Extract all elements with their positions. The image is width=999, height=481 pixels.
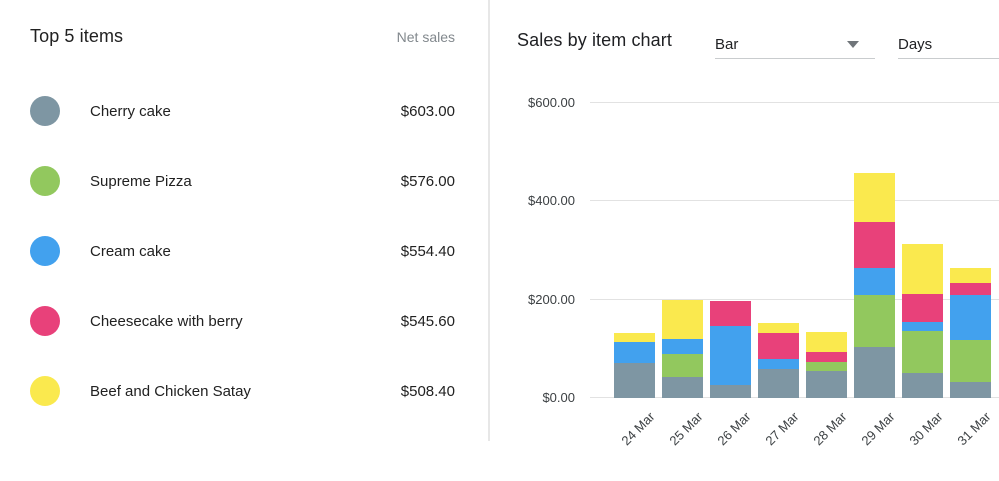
bar-segment xyxy=(758,332,799,360)
bar-segment xyxy=(614,362,655,398)
item-color-dot xyxy=(30,306,60,336)
bar-27-mar xyxy=(758,322,799,398)
bar-29-mar xyxy=(854,172,895,398)
x-axis-tick-label: 28 Mar xyxy=(809,409,850,449)
item-color-dot xyxy=(30,166,60,196)
y-axis-tick-label: $600.00 xyxy=(528,95,575,110)
bar-segment xyxy=(758,322,799,333)
bar-segment xyxy=(950,282,991,296)
bar-segment xyxy=(710,384,751,398)
item-color-dot xyxy=(30,96,60,126)
bar-segment xyxy=(854,172,895,223)
bar-segment xyxy=(854,267,895,295)
item-color-dot xyxy=(30,376,60,406)
bar-30-mar xyxy=(902,244,943,398)
x-axis-tick-label: 30 Mar xyxy=(905,409,946,449)
item-name: Cheesecake with berry xyxy=(90,312,243,330)
bar-segment xyxy=(902,373,943,398)
item-net-sales: $603.00 xyxy=(400,102,455,120)
chevron-down-icon xyxy=(847,40,859,48)
chart-plot-area xyxy=(590,102,999,398)
bar-31-mar xyxy=(950,267,991,398)
bar-segment xyxy=(854,222,895,268)
gridline xyxy=(590,298,999,300)
bar-segment xyxy=(902,294,943,323)
bar-segment xyxy=(662,376,703,398)
panel-divider xyxy=(488,0,490,441)
bar-segment xyxy=(710,300,751,326)
chart-type-value: Bar xyxy=(715,35,739,53)
x-axis-tick-label: 25 Mar xyxy=(665,409,706,449)
bar-segment xyxy=(806,331,847,352)
bar-segment xyxy=(806,361,847,371)
x-axis-tick-label: 31 Mar xyxy=(953,409,994,449)
bar-segment xyxy=(854,347,895,398)
list-item: Cherry cake $603.00 xyxy=(30,96,455,126)
gridline xyxy=(590,200,999,202)
item-name: Beef and Chicken Satay xyxy=(90,382,251,400)
top-items-list: Cherry cake $603.00 Supreme Pizza $576.00 Cr… xyxy=(30,96,455,446)
bar-segment xyxy=(710,325,751,385)
period-select[interactable]: Days xyxy=(898,30,999,59)
bar-segment xyxy=(758,359,799,369)
item-net-sales: $508.40 xyxy=(400,382,455,400)
bar-segment xyxy=(614,342,655,363)
bar-25-mar xyxy=(662,299,703,398)
bar-28-mar xyxy=(806,331,847,398)
item-name: Supreme Pizza xyxy=(90,172,192,190)
bar-segment xyxy=(902,244,943,295)
x-axis-tick-label: 26 Mar xyxy=(713,409,754,449)
bar-segment xyxy=(950,381,991,398)
y-axis-tick-label: $200.00 xyxy=(528,291,575,307)
list-item: Cheesecake with berry $545.60 xyxy=(30,306,455,336)
chart-title: Sales by item chart xyxy=(517,30,672,50)
bar-segment xyxy=(662,339,703,354)
x-axis-labels: 24 Mar 25 Mar 26 Mar 27 Mar 28 Mar 29 Mar 30 M… xyxy=(590,400,999,481)
item-net-sales: $554.40 xyxy=(400,242,455,260)
list-item: Supreme Pizza $576.00 xyxy=(30,166,455,196)
item-name: Cherry cake xyxy=(90,102,171,120)
bar-segment xyxy=(950,267,991,283)
item-name: Cream cake xyxy=(90,242,171,260)
bar-segment xyxy=(950,339,991,382)
bar-segment xyxy=(806,371,847,398)
item-color-dot xyxy=(30,236,60,266)
y-axis-labels: $0.00 $200.00 $400.00 $600.00 xyxy=(495,95,575,405)
y-axis-tick-label: $0.00 xyxy=(542,390,575,405)
bar-segment xyxy=(662,299,703,340)
item-net-sales: $545.60 xyxy=(400,312,455,330)
bar-segment xyxy=(806,351,847,362)
chart-type-select[interactable]: Bar xyxy=(715,30,875,59)
bar-segment xyxy=(902,331,943,374)
bar-segment xyxy=(950,295,991,340)
x-axis-tick-label: 27 Mar xyxy=(761,409,802,449)
net-sales-column-header: Net sales xyxy=(396,29,455,45)
top-items-header: Top 5 items Net sales xyxy=(30,26,455,47)
x-axis-tick-label: 29 Mar xyxy=(857,409,898,449)
bar-segment xyxy=(758,369,799,398)
x-axis-tick-label: 24 Mar xyxy=(617,409,658,449)
bar-26-mar xyxy=(710,300,751,398)
bar-segment xyxy=(902,322,943,332)
list-item: Cream cake $554.40 xyxy=(30,236,455,266)
bar-segment xyxy=(854,294,895,348)
gridline xyxy=(590,102,999,103)
item-net-sales: $576.00 xyxy=(400,172,455,190)
y-axis-tick-label: $400.00 xyxy=(528,193,575,209)
bar-segment xyxy=(614,332,655,343)
period-value: Days xyxy=(898,35,933,53)
bar-24-mar xyxy=(614,332,655,398)
list-item: Beef and Chicken Satay $508.40 xyxy=(30,376,455,406)
top-items-title: Top 5 items xyxy=(30,26,124,46)
bar-segment xyxy=(662,353,703,377)
